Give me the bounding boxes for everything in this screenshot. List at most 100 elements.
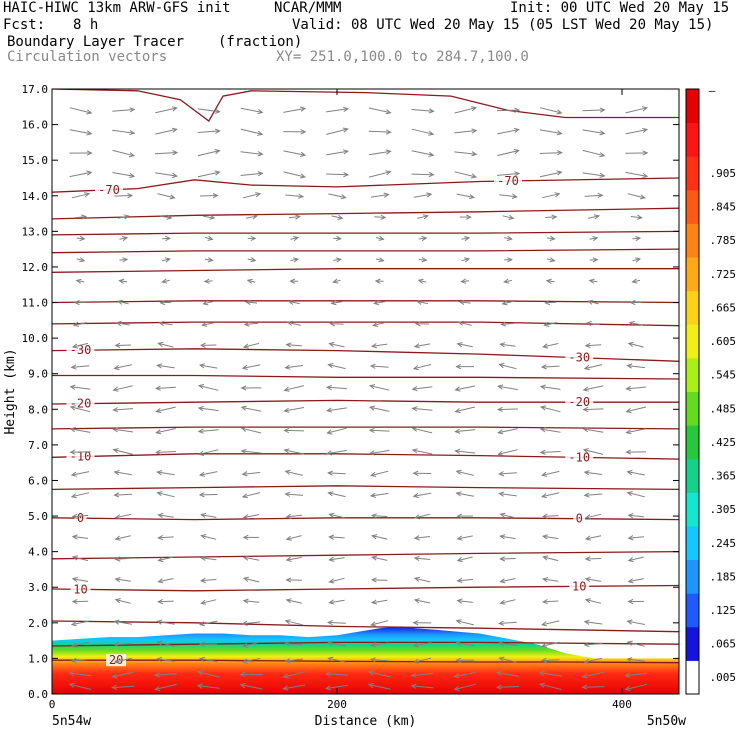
wind-vector-head xyxy=(583,641,590,648)
wind-vector xyxy=(158,578,174,583)
wind-vector-head xyxy=(627,341,634,347)
wind-vector-head xyxy=(506,235,513,241)
temperature-contour xyxy=(52,517,679,521)
wind-vector-head xyxy=(257,151,264,157)
wind-vector xyxy=(119,237,128,240)
wind-vector-head xyxy=(368,384,376,390)
wind-vector xyxy=(627,658,646,662)
wind-vector xyxy=(584,364,603,370)
wind-vector xyxy=(159,322,173,326)
wind-vector xyxy=(201,599,217,604)
wind-vector-head xyxy=(582,386,589,392)
wind-vector xyxy=(584,657,603,663)
colorbar-label: .305 xyxy=(710,503,737,516)
wind-vector-head xyxy=(212,193,219,199)
wind-vector xyxy=(204,280,213,282)
wind-vector xyxy=(329,536,345,539)
wind-vector-head xyxy=(327,470,333,476)
colorbar-swatch xyxy=(686,223,699,258)
contour-label: -20 xyxy=(568,395,590,409)
wind-vector-head xyxy=(196,670,204,676)
wind-vector xyxy=(114,195,133,197)
wind-vector-head xyxy=(584,598,591,604)
wind-vector-head xyxy=(155,408,162,414)
wind-vector-head xyxy=(599,130,606,136)
wind-vector-head xyxy=(541,577,549,583)
wind-vector xyxy=(625,171,648,177)
wind-vector-head xyxy=(587,299,594,305)
wind-vector-head xyxy=(551,214,558,220)
colorbar-swatch xyxy=(686,257,699,292)
contour-label: 20 xyxy=(109,653,123,667)
wind-vector-head xyxy=(370,343,378,349)
wind-vector xyxy=(412,407,433,411)
wind-vector-head xyxy=(514,171,521,177)
wind-vector xyxy=(499,621,517,624)
wind-vector-head xyxy=(428,151,435,157)
wind-vector xyxy=(112,129,135,134)
wind-vector xyxy=(413,657,432,663)
wind-vector-head xyxy=(239,671,246,678)
wind-vector xyxy=(157,492,175,498)
wind-vector xyxy=(582,149,605,157)
wind-vector-head xyxy=(541,513,548,519)
wind-vector-head xyxy=(454,448,461,455)
wind-vector-head xyxy=(201,321,208,327)
wind-vector-head xyxy=(542,343,549,349)
wind-vector xyxy=(455,406,476,413)
wind-vector-head xyxy=(538,682,546,688)
wind-vector-head xyxy=(155,429,162,435)
wind-vector xyxy=(498,385,518,391)
wind-vector-head xyxy=(284,469,291,475)
valid-time: Valid: 08 UTC Wed 20 May 15 (05 LST Wed … xyxy=(292,17,714,33)
wind-vector-head xyxy=(197,428,204,434)
wind-vector-head xyxy=(337,214,344,220)
colorbar-swatch xyxy=(686,525,699,560)
wind-vector-head xyxy=(198,363,206,369)
wind-vector-head xyxy=(454,428,461,434)
wind-vector-head xyxy=(556,109,563,115)
wind-vector xyxy=(373,321,387,326)
wind-vector xyxy=(113,449,134,455)
wind-vector xyxy=(544,322,558,326)
wind-vector-head xyxy=(499,578,506,584)
wind-vector xyxy=(283,150,306,156)
wind-vector-head xyxy=(328,556,335,562)
wind-vector-head xyxy=(71,576,78,583)
y-tick-label: 0.0 xyxy=(28,688,48,701)
wind-vector-head xyxy=(75,278,82,284)
temperature-contour xyxy=(52,348,679,362)
wind-vector-head xyxy=(157,512,164,519)
wind-vector-head xyxy=(328,534,335,540)
wind-vector-head xyxy=(328,341,335,348)
temperature-contour xyxy=(52,550,679,560)
contour-label-bg xyxy=(74,512,87,525)
wind-vector-head xyxy=(496,406,503,413)
wind-vector xyxy=(246,215,257,219)
wind-vector xyxy=(197,150,220,157)
wind-vector-head xyxy=(242,534,249,541)
wind-vector xyxy=(583,385,604,391)
wind-vector xyxy=(543,535,559,540)
wind-vector-head xyxy=(380,214,387,220)
contour-label-bg xyxy=(569,580,590,593)
wind-vector xyxy=(417,300,428,305)
wind-vector-head xyxy=(626,640,633,646)
wind-vector xyxy=(197,130,220,133)
wind-vector-head xyxy=(113,492,120,498)
wind-vector xyxy=(369,385,390,391)
colorbar-label: .605 xyxy=(710,335,737,348)
wind-vector-head xyxy=(328,512,335,518)
wind-vector xyxy=(456,642,474,647)
wind-vector xyxy=(242,471,261,475)
wind-vector-head xyxy=(197,450,205,456)
wind-vector-head xyxy=(541,471,548,477)
wind-vector xyxy=(157,471,175,476)
wind-vector-head xyxy=(413,535,420,541)
wind-vector xyxy=(584,471,603,475)
wind-vector xyxy=(454,171,477,178)
wind-vector-head xyxy=(468,194,476,200)
wind-vector-head xyxy=(199,342,206,348)
wind-vector-head xyxy=(385,129,392,135)
wind-vector xyxy=(333,258,341,261)
